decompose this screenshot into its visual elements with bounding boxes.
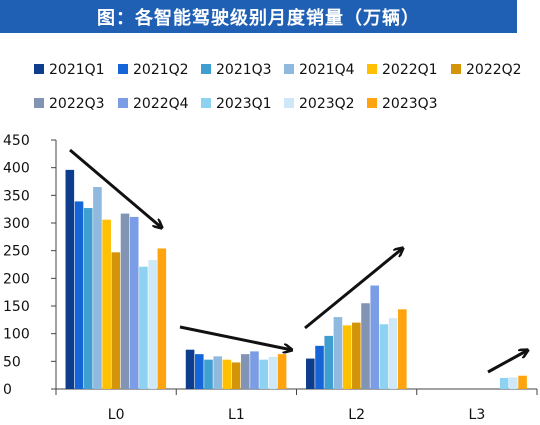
y-tick-label: 350 (3, 188, 30, 204)
y-tick-label: 150 (3, 299, 30, 315)
trend-arrows (69, 148, 528, 374)
bar-l0-2021q3 (83, 208, 93, 389)
legend-swatch-2021q4 (284, 64, 294, 74)
legend-swatch-2021q1 (34, 64, 44, 74)
bar-l2-2023q1 (379, 324, 389, 389)
legend-label-2023q2: 2023Q2 (299, 96, 355, 112)
bar-l1-2021q1 (185, 349, 195, 389)
bar-l1-2021q4 (213, 356, 222, 389)
legend-swatch-2021q3 (201, 64, 211, 74)
legend-label-2021q2: 2021Q2 (133, 62, 189, 78)
legend-label-2023q3: 2023Q3 (382, 96, 438, 112)
bar-l0-2022q4 (129, 216, 139, 389)
bar-l3-2023q2 (509, 377, 518, 389)
x-tick-label-l1: L1 (228, 407, 245, 423)
x-tick-label-l2: L2 (348, 407, 365, 423)
trend-arrow (179, 325, 292, 350)
y-tick-label: 450 (3, 133, 30, 149)
y-tick-label: 100 (3, 327, 30, 343)
legend-swatch-2022q3 (34, 98, 44, 108)
legend-label-2022q1: 2022Q1 (382, 62, 438, 78)
bar-l0-2023q1 (139, 266, 148, 389)
bar-l1-2023q3 (277, 354, 287, 389)
bar-l2-2022q2 (352, 322, 361, 389)
x-axis: L0 L1 L2 L3 (55, 388, 538, 423)
legend-label-2022q4: 2022Q4 (133, 96, 189, 112)
bar-l0-2022q2 (111, 252, 121, 389)
bar-l1-2022q2 (231, 362, 241, 389)
bar-l2-2023q3 (398, 309, 407, 389)
bar-l2-2022q4 (370, 285, 380, 389)
y-tick-label: 50 (3, 354, 21, 370)
legend-label-2022q3: 2022Q3 (49, 96, 105, 112)
bar-l0-2023q2 (148, 260, 157, 389)
y-tick-label: 250 (3, 244, 30, 260)
y-axis: 0 50 100 150 200 250 300 350 400 450 (3, 133, 57, 398)
bar-l0-2021q2 (74, 201, 84, 389)
bar-l2-2021q3 (324, 335, 334, 389)
bar-l0-2021q4 (93, 187, 102, 389)
x-tick-label-l0: L0 (108, 407, 125, 423)
y-tick-label: 400 (3, 161, 30, 177)
bar-l2-2021q1 (306, 358, 315, 389)
chart-title: 图：各智能驾驶级别月度销量（万辆） (97, 7, 420, 29)
y-tick-label: 300 (3, 216, 30, 232)
x-tick-label-l3: L3 (469, 407, 486, 423)
bar-l1-2021q3 (204, 359, 213, 389)
bar-l1-2022q1 (222, 359, 232, 389)
y-tick-label: 200 (3, 271, 30, 287)
legend-swatch-2022q2 (451, 64, 461, 74)
legend-label-2021q3: 2021Q3 (216, 62, 272, 78)
trend-arrow (69, 148, 162, 228)
legend-swatch-2023q2 (284, 98, 294, 108)
bar-l1-2022q3 (240, 354, 250, 389)
bar-l0-2022q1 (102, 219, 111, 389)
legend-swatch-2022q4 (118, 98, 128, 108)
bar-l3-2023q1 (499, 377, 509, 389)
legend-swatch-2021q2 (118, 64, 128, 74)
trend-arrow (304, 248, 403, 330)
legend: 2021Q1 2021Q2 2021Q3 2021Q4 2022Q1 2022Q2 2022… (34, 62, 522, 112)
bar-l1-2021q2 (194, 354, 204, 389)
legend-swatch-2023q1 (201, 98, 211, 108)
trend-arrow (487, 350, 528, 374)
bar-l0-2021q1 (65, 169, 75, 389)
bar-l1-2022q4 (250, 351, 259, 389)
legend-swatch-2023q3 (367, 98, 377, 108)
legend-label-2022q2: 2022Q2 (466, 62, 522, 78)
bar-l2-2021q4 (333, 317, 343, 389)
bar-l1-2023q1 (259, 359, 268, 389)
legend-label-2023q1: 2023Q1 (216, 96, 272, 112)
bar-l2-2023q2 (388, 318, 398, 389)
bars (65, 169, 527, 389)
bar-l2-2021q2 (315, 345, 324, 389)
bar-l2-2022q3 (361, 303, 370, 389)
bar-l3-2023q3 (518, 375, 527, 389)
bar-l0-2022q3 (120, 213, 130, 389)
legend-label-2021q4: 2021Q4 (299, 62, 355, 78)
legend-label-2021q1: 2021Q1 (49, 62, 105, 78)
bar-l2-2022q1 (342, 325, 352, 389)
chart-title-bar: 图：各智能驾驶级别月度销量（万辆） (0, 0, 517, 33)
y-tick-label: 0 (3, 382, 12, 398)
legend-swatch-2022q1 (367, 64, 377, 74)
bar-l0-2023q3 (157, 248, 167, 389)
bar-l1-2023q2 (268, 356, 278, 389)
